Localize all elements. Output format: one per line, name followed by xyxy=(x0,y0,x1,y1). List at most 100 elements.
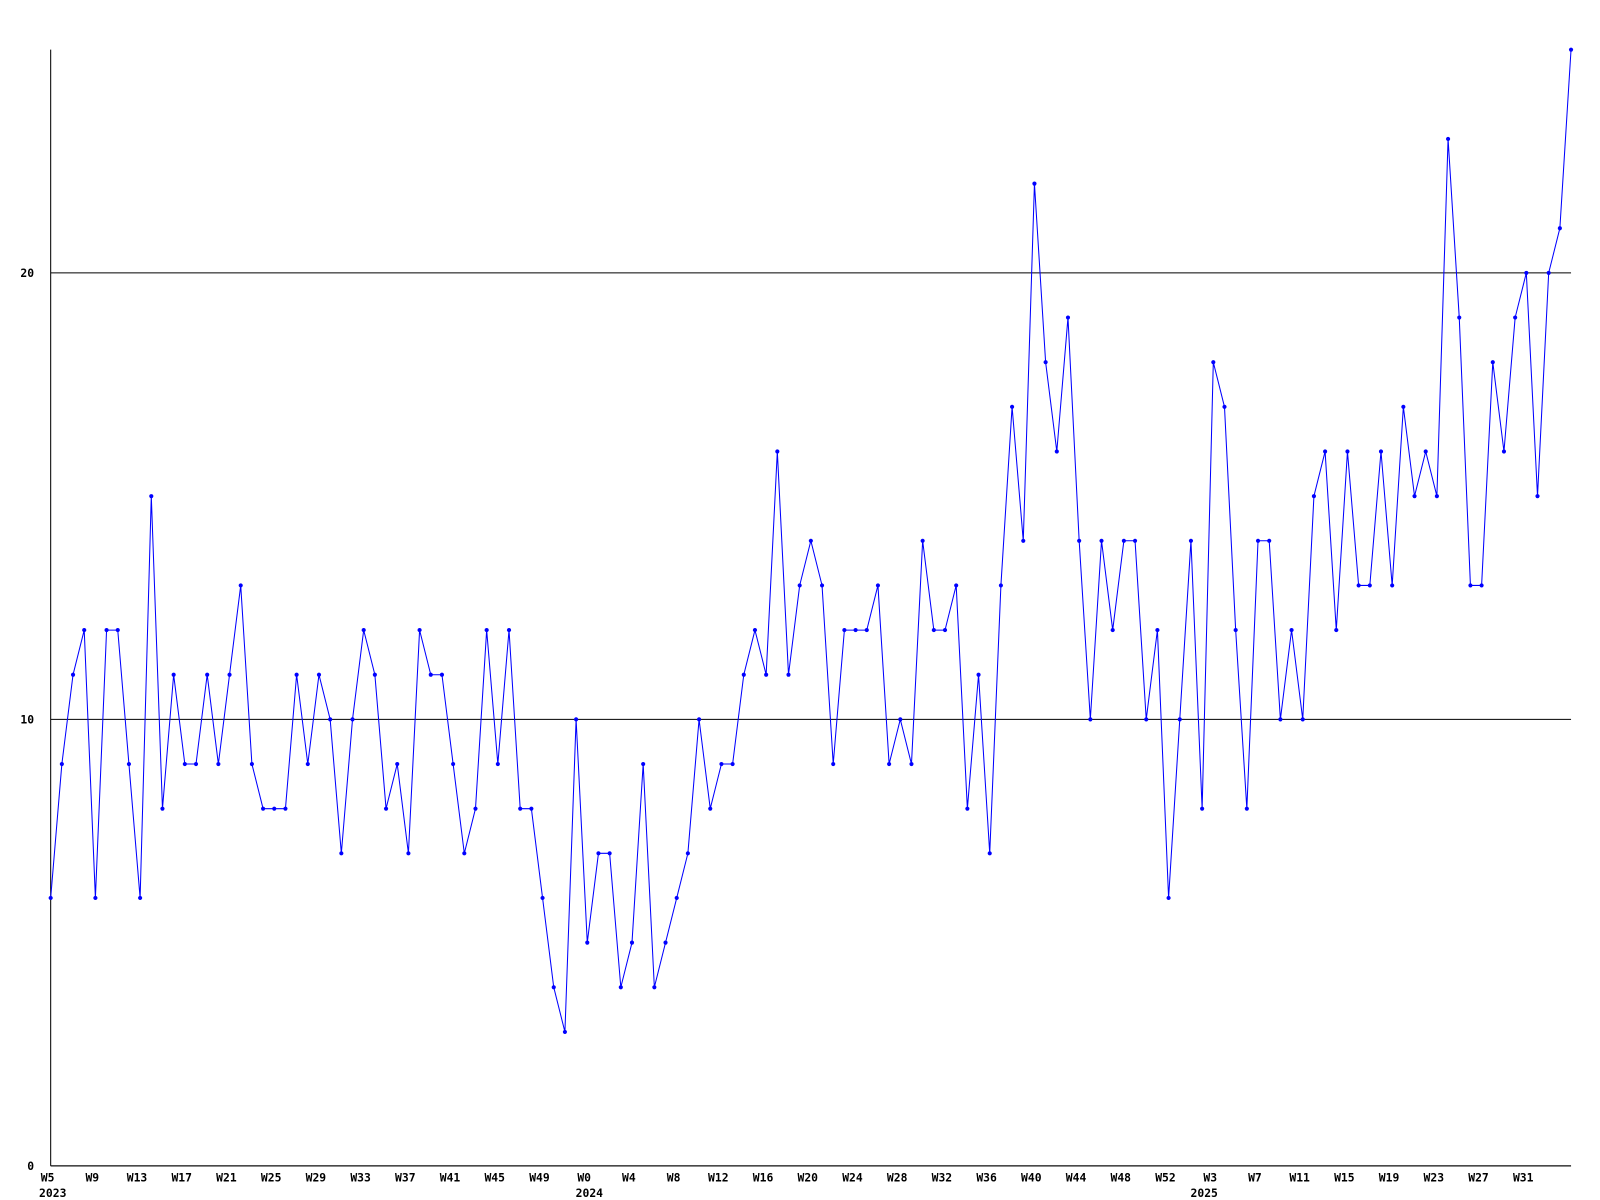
data-point xyxy=(1356,583,1361,588)
x-tick-label: W28 xyxy=(887,1170,908,1184)
data-point xyxy=(1423,449,1428,454)
data-point xyxy=(383,806,389,811)
data-point xyxy=(652,985,657,990)
data-point xyxy=(305,761,310,767)
x-tick-label: W16 xyxy=(753,1170,774,1184)
x-tick-label: W40 xyxy=(1021,1170,1042,1184)
x-tick-label: W21 xyxy=(216,1170,237,1184)
data-point xyxy=(629,940,635,945)
data-point xyxy=(1166,895,1171,901)
data-point xyxy=(484,628,489,633)
data-point xyxy=(1446,136,1451,142)
data-point xyxy=(149,494,154,499)
x-tick-label: W12 xyxy=(708,1170,729,1184)
data-point xyxy=(506,628,512,633)
data-point xyxy=(1345,449,1350,454)
data-point xyxy=(1289,628,1294,633)
data-point xyxy=(249,761,254,767)
data-point xyxy=(1244,806,1249,811)
data-point xyxy=(1200,806,1205,811)
data-point xyxy=(104,628,109,633)
data-point xyxy=(283,806,288,811)
data-point xyxy=(182,761,187,767)
data-point xyxy=(462,851,467,856)
data-point xyxy=(1222,404,1227,409)
data-point xyxy=(439,672,445,677)
data-point xyxy=(641,761,646,767)
data-point xyxy=(954,583,959,588)
y-tick-label: 10 xyxy=(20,713,34,727)
x-tick-label: W45 xyxy=(484,1170,505,1184)
data-point xyxy=(1401,404,1406,409)
data-point xyxy=(674,895,679,901)
data-point xyxy=(920,538,925,543)
data-point xyxy=(1524,270,1529,275)
data-point xyxy=(1155,628,1160,633)
data-point xyxy=(1177,717,1182,722)
data-point xyxy=(786,672,791,677)
x-tick-label: W20 xyxy=(797,1170,818,1184)
data-point xyxy=(1468,583,1473,588)
y-tick-label: 20 xyxy=(20,266,34,280)
data-point xyxy=(1077,538,1082,543)
data-point xyxy=(1043,360,1048,365)
y-tick-label: 0 xyxy=(27,1159,34,1173)
data-point xyxy=(1300,717,1305,722)
data-point xyxy=(193,761,199,767)
data-point xyxy=(1513,315,1518,320)
data-point xyxy=(1099,538,1104,543)
data-point xyxy=(1412,494,1417,499)
data-point xyxy=(451,761,456,767)
data-point xyxy=(1501,449,1507,454)
data-point xyxy=(1121,538,1126,543)
data-point xyxy=(361,628,366,633)
x-tick-label: W31 xyxy=(1513,1170,1534,1184)
data-point xyxy=(808,538,813,543)
data-point xyxy=(909,761,914,767)
data-point xyxy=(70,672,76,677)
data-point xyxy=(607,851,612,856)
data-point xyxy=(764,672,769,677)
data-point xyxy=(618,985,623,990)
data-point xyxy=(1568,47,1574,52)
data-point xyxy=(1110,628,1115,633)
data-point xyxy=(160,806,165,811)
x-tick-label: W29 xyxy=(306,1170,327,1184)
data-point xyxy=(1546,270,1551,275)
data-point xyxy=(138,895,143,901)
x-year-label: 2023 xyxy=(39,1186,67,1200)
data-point xyxy=(227,672,232,677)
x-tick-label: W9 xyxy=(85,1170,99,1184)
data-point xyxy=(1233,628,1238,633)
data-point xyxy=(205,672,210,677)
data-point xyxy=(115,628,120,633)
data-point xyxy=(1255,538,1261,543)
data-point xyxy=(741,672,746,677)
data-point xyxy=(942,628,948,633)
x-tick-label: W41 xyxy=(440,1170,461,1184)
data-point xyxy=(708,806,713,811)
data-point xyxy=(395,761,400,767)
x-tick-label: W3 xyxy=(1203,1170,1217,1184)
data-point xyxy=(171,672,176,677)
data-point xyxy=(819,583,825,588)
x-tick-label: W52 xyxy=(1155,1170,1176,1184)
data-point xyxy=(272,806,277,811)
data-point xyxy=(1188,538,1194,543)
x-tick-label: W15 xyxy=(1334,1170,1355,1184)
data-point xyxy=(1390,583,1395,588)
data-point xyxy=(339,851,344,856)
x-year-label: 2025 xyxy=(1191,1186,1219,1200)
x-tick-label: W17 xyxy=(171,1170,192,1184)
data-point xyxy=(998,583,1003,588)
data-point xyxy=(1367,583,1372,588)
data-point xyxy=(685,851,690,856)
data-point xyxy=(775,449,780,454)
data-point xyxy=(1479,583,1484,588)
data-point xyxy=(1490,360,1495,365)
data-point xyxy=(987,851,992,856)
data-point xyxy=(1457,315,1462,320)
data-point xyxy=(417,628,422,633)
data-point xyxy=(1032,181,1037,186)
